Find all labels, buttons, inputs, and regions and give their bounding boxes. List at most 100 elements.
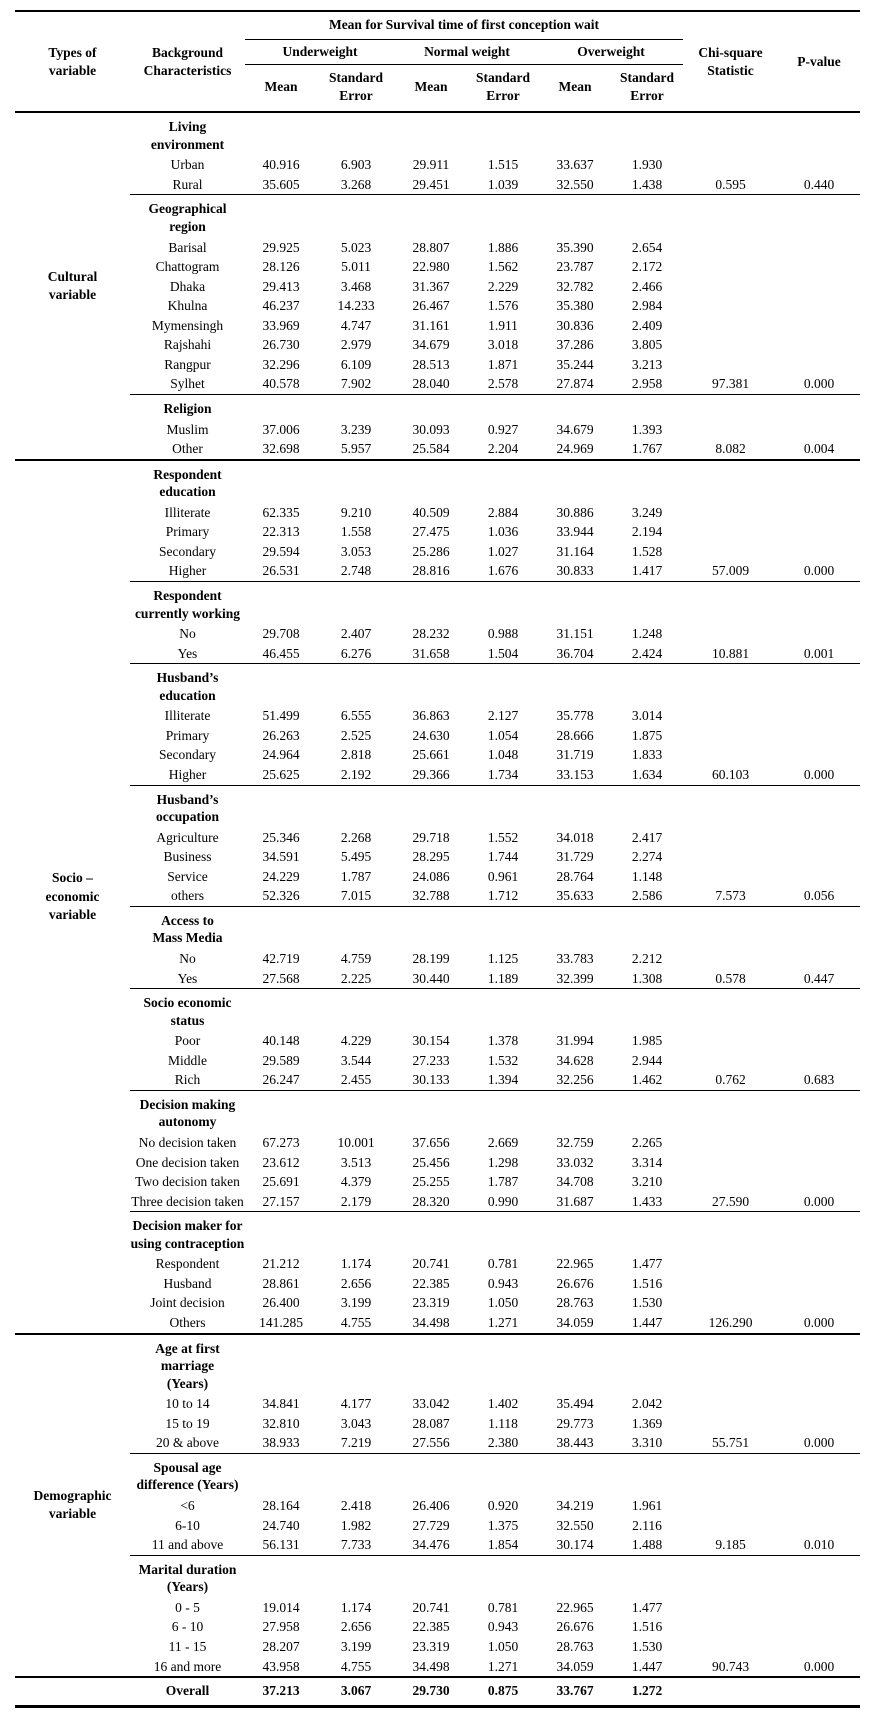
- empty-cell: [467, 663, 539, 707]
- mean-cell: 27.233: [412, 1052, 450, 1068]
- empty-cell: [611, 1554, 683, 1598]
- se-cell: 1.982: [340, 1517, 372, 1533]
- se-cell: 4.177: [340, 1396, 372, 1412]
- row-label: Urban: [170, 157, 205, 173]
- subsection-header-row: Marital duration (Years): [15, 1554, 860, 1598]
- chi-square-cell: 55.751: [711, 1435, 750, 1451]
- chi-square-cell: [683, 1254, 778, 1274]
- data-row: Illiterate 62.335 9.210 40.509 2.884 30.886 3.…: [15, 503, 860, 523]
- se-cell: 1.118: [488, 1415, 518, 1431]
- se-cell: 4.759: [340, 951, 372, 967]
- subsection-title: Decision making autonomy: [130, 1089, 245, 1134]
- data-row: Business 34.591 5.495 28.295 1.744 31.729 2.27…: [15, 847, 860, 867]
- empty-cell: [683, 460, 778, 503]
- empty-cell: [539, 1089, 611, 1134]
- empty-cell: [15, 1677, 130, 1706]
- subsection-title: Spousal age difference (Years): [130, 1452, 245, 1497]
- row-label: No: [179, 951, 196, 967]
- empty-cell: [395, 1334, 467, 1395]
- subsection-header-row: Geographical region: [15, 194, 860, 238]
- data-row: No 42.719 4.759 28.199 1.125 33.783 2.212: [15, 949, 860, 969]
- empty-cell: [611, 988, 683, 1032]
- mean-cell: 28.763: [556, 1295, 594, 1311]
- subsection-header-row: Socio economic status: [15, 988, 860, 1032]
- se-cell: 2.268: [340, 829, 372, 845]
- data-row: Service 24.229 1.787 24.086 0.961 28.764 1.148: [15, 867, 860, 887]
- row-label: Dhaka: [169, 278, 206, 294]
- se-cell: 2.466: [631, 278, 663, 294]
- se-cell: 2.194: [631, 524, 663, 540]
- header-ow-mean: Mean: [558, 78, 592, 94]
- mean-cell: 28.040: [412, 376, 450, 392]
- chi-square-cell: [683, 1637, 778, 1657]
- mean-cell: 31.161: [412, 317, 450, 333]
- mean-cell: 28.295: [412, 849, 450, 865]
- p-value-cell: [778, 335, 860, 355]
- se-cell: 4.747: [340, 317, 372, 333]
- mean-cell: 29.708: [262, 626, 300, 642]
- se-cell: 3.805: [631, 337, 663, 353]
- mean-cell: 31.164: [556, 543, 594, 559]
- mean-cell: 27.568: [262, 970, 300, 986]
- types-of-variable-cell: Socio – economic variable: [45, 870, 100, 922]
- row-label: One decision taken: [135, 1154, 240, 1170]
- overall-row: Overall 37.213 3.067 29.730 0.875 33.767 1.272: [15, 1677, 860, 1706]
- empty-cell: [245, 112, 317, 155]
- se-cell: 2.944: [631, 1052, 663, 1068]
- section-1: Socio – economic variable Respondent educ…: [15, 460, 860, 1334]
- p-value-cell: [778, 542, 860, 562]
- p-value-cell: [778, 1677, 860, 1706]
- empty-cell: [778, 194, 860, 238]
- mean-cell: 27.556: [412, 1435, 450, 1451]
- se-cell: 1.462: [631, 1072, 663, 1088]
- row-label: 6 - 10: [171, 1619, 204, 1635]
- se-cell: 2.958: [631, 376, 663, 392]
- mean-cell: 32.256: [556, 1072, 594, 1088]
- se-cell: 0.988: [487, 626, 519, 642]
- mean-cell: 40.148: [262, 1033, 300, 1049]
- se-cell: 6.903: [340, 157, 372, 173]
- se-cell: 3.544: [340, 1052, 372, 1068]
- empty-cell: [611, 663, 683, 707]
- p-value-cell: [778, 1414, 860, 1434]
- row-label: Yes: [177, 970, 198, 986]
- p-value-cell: 0.004: [803, 441, 835, 457]
- mean-cell: 25.661: [412, 747, 450, 763]
- se-cell: 2.656: [340, 1275, 372, 1291]
- mean-cell: 29.730: [412, 1683, 450, 1699]
- mean-cell: 33.637: [556, 157, 594, 173]
- se-cell: 3.310: [631, 1435, 663, 1451]
- p-value-cell: 0.000: [803, 767, 835, 783]
- empty-cell: [778, 1452, 860, 1497]
- mean-cell: 26.730: [262, 337, 300, 353]
- row-label: Khulna: [167, 298, 208, 314]
- empty-cell: [683, 663, 778, 707]
- se-cell: 1.050: [487, 1638, 519, 1654]
- se-cell: 1.516: [631, 1275, 663, 1291]
- p-value-cell: [778, 1617, 860, 1637]
- mean-cell: 31.687: [556, 1193, 594, 1209]
- header-p-value: P-value: [797, 53, 841, 69]
- se-cell: 4.755: [340, 1315, 372, 1331]
- se-cell: 2.116: [632, 1517, 662, 1533]
- empty-cell: [611, 784, 683, 828]
- mean-cell: 29.594: [262, 543, 300, 559]
- p-value-cell: [778, 355, 860, 375]
- mean-cell: 37.213: [262, 1683, 300, 1699]
- se-cell: 2.179: [340, 1193, 372, 1209]
- mean-cell: 31.658: [412, 645, 450, 661]
- p-value-cell: [778, 1516, 860, 1536]
- se-cell: 1.272: [631, 1683, 663, 1699]
- se-cell: 2.884: [487, 504, 519, 520]
- mean-cell: 37.006: [262, 421, 300, 437]
- data-row: Husband 28.861 2.656 22.385 0.943 26.676 1.516: [15, 1274, 860, 1294]
- data-row: Higher 26.531 2.748 28.816 1.676 30.833 1.417 5…: [15, 561, 860, 581]
- p-value-cell: [778, 1153, 860, 1173]
- mean-cell: 26.247: [262, 1072, 300, 1088]
- mean-cell: 24.964: [262, 747, 300, 763]
- chi-square-cell: [683, 745, 778, 765]
- mean-cell: 29.451: [412, 176, 450, 192]
- se-cell: 1.402: [487, 1396, 519, 1412]
- mean-cell: 25.584: [412, 441, 450, 457]
- mean-cell: 30.886: [556, 504, 594, 520]
